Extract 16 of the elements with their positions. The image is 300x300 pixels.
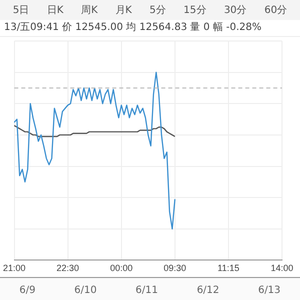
text: 13/五09:41 价 12545.00 均 12564.83 量 0 幅 -0.28% — [4, 22, 262, 33]
x-tick-label: 00:00 — [110, 263, 133, 274]
text: 5日 — [12, 4, 30, 17]
x-tick-label: 22:30 — [56, 263, 80, 274]
text: 30分 — [224, 4, 247, 17]
x-tick-label: 11:15 — [218, 263, 240, 274]
text: 15分 — [184, 4, 206, 17]
text: 5分 — [150, 4, 166, 17]
x-tick-label: 14:00 — [270, 263, 294, 274]
text: 月K — [115, 4, 132, 17]
text: 日K — [46, 4, 64, 17]
x-tick-label: 21:00 — [2, 263, 26, 274]
navigator-strip: 6/9 6/10 6/11 6/12 6/13 — [0, 277, 300, 300]
text: 60分 — [264, 4, 288, 17]
x-tick-label: 09:30 — [164, 263, 186, 274]
text: 周K — [81, 4, 98, 17]
